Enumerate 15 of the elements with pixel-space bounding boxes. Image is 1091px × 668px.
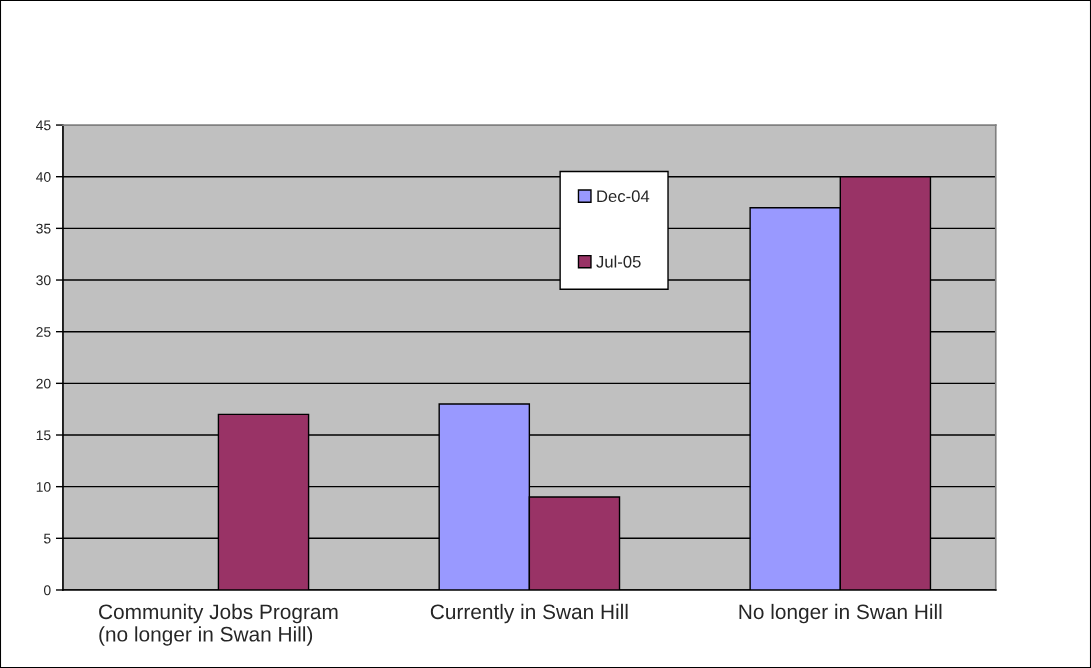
y-tick-label: 5 [43,533,51,544]
y-tick-label: 35 [36,223,51,234]
legend-label: Jul-05 [596,255,641,268]
legend-label: Dec-04 [597,190,650,203]
x-tick-label: Currently in Swan Hill [430,603,628,624]
y-tick-label: 40 [36,172,51,182]
y-tick-label: 30 [36,275,51,286]
y-tick-label: 45 [36,120,51,131]
y-tick-label: 15 [36,430,51,441]
y-tick-label: 0 [43,585,51,596]
x-tick-label: No longer in Swan Hill [739,603,942,624]
x-tick-label: Community Jobs Program (no longer in Swan Hill) [99,603,338,646]
y-tick-label: 20 [36,378,51,389]
y-tick-label: 10 [36,481,51,492]
y-tick-label: 25 [36,327,51,337]
